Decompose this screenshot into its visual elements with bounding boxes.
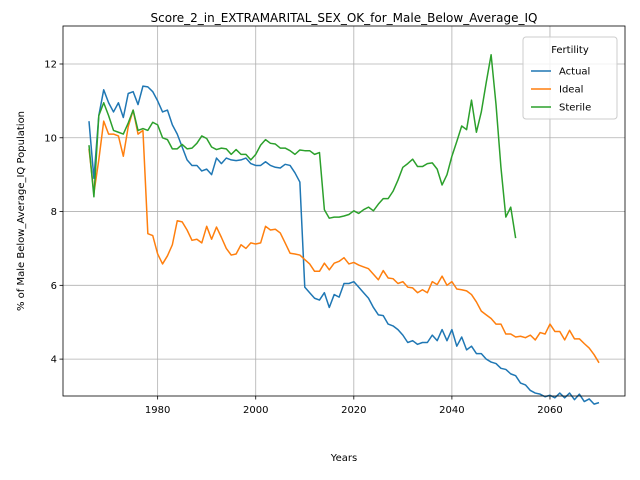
y-tick-label: 10	[44, 133, 57, 144]
legend-title: Fertility	[551, 45, 589, 56]
legend-label: Sterile	[559, 103, 591, 114]
y-tick-label: 4	[51, 355, 57, 366]
legend-label: Ideal	[559, 85, 583, 96]
x-tick-label: 2060	[537, 405, 562, 416]
x-tick-label: 1980	[145, 405, 170, 416]
legend-box	[522, 36, 618, 120]
y-tick-label: 8	[51, 207, 57, 218]
series-line	[88, 54, 517, 239]
y-tick-label: 12	[44, 59, 57, 70]
chart-title: Score_2_in_EXTRAMARITAL_SEX_OK_for_Male_…	[151, 11, 538, 25]
series-line	[88, 109, 600, 364]
plot-frame	[62, 25, 626, 397]
y-axis-label: % of Male Below_Average_IQ Population	[16, 111, 27, 311]
x-tick-label: 2040	[439, 405, 464, 416]
legend-label: Actual	[559, 67, 590, 78]
x-axis-label: Years	[330, 453, 357, 464]
y-tick-label: 6	[51, 281, 57, 292]
x-tick-label: 2000	[243, 405, 268, 416]
series-line	[88, 85, 600, 405]
x-tick-label: 2020	[341, 405, 366, 416]
